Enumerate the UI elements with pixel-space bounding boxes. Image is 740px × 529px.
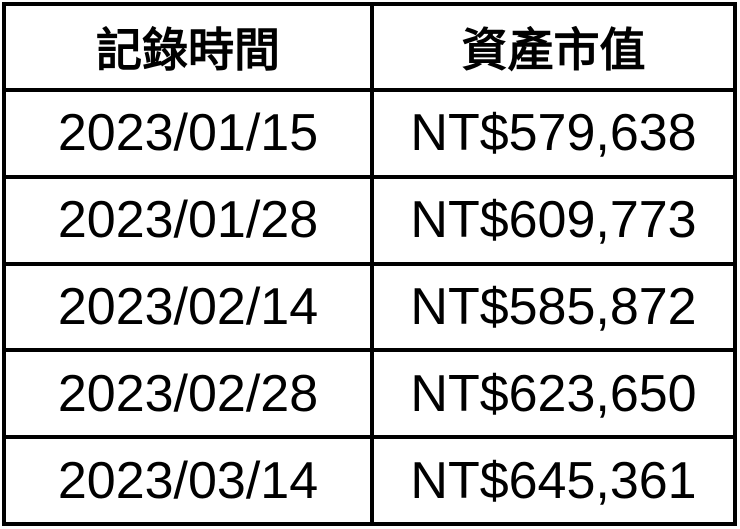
date-cell: 2023/02/14 xyxy=(2,261,374,353)
table-row: 2023/02/28 NT$623,650 xyxy=(2,348,737,440)
value-cell: NT$623,650 xyxy=(370,348,737,440)
value-cell: NT$645,361 xyxy=(370,435,737,526)
date-cell: 2023/03/14 xyxy=(2,435,374,526)
value-cell: NT$585,872 xyxy=(370,261,737,353)
date-cell: 2023/01/15 xyxy=(2,88,374,179)
table-row: 2023/02/14 NT$585,872 xyxy=(2,261,737,353)
date-cell: 2023/02/28 xyxy=(2,348,374,440)
table-row: 2023/01/28 NT$609,773 xyxy=(2,174,737,266)
header-record-time: 記錄時間 xyxy=(2,2,374,92)
value-cell: NT$609,773 xyxy=(370,174,737,266)
header-asset-value: 資產市值 xyxy=(370,2,737,92)
date-cell: 2023/01/28 xyxy=(2,174,374,266)
table-row: 2023/03/14 NT$645,361 xyxy=(2,435,737,526)
table-row: 2023/01/15 NT$579,638 xyxy=(2,88,737,179)
value-cell: NT$579,638 xyxy=(370,88,737,179)
header-row: 記錄時間 資產市值 xyxy=(2,2,737,92)
